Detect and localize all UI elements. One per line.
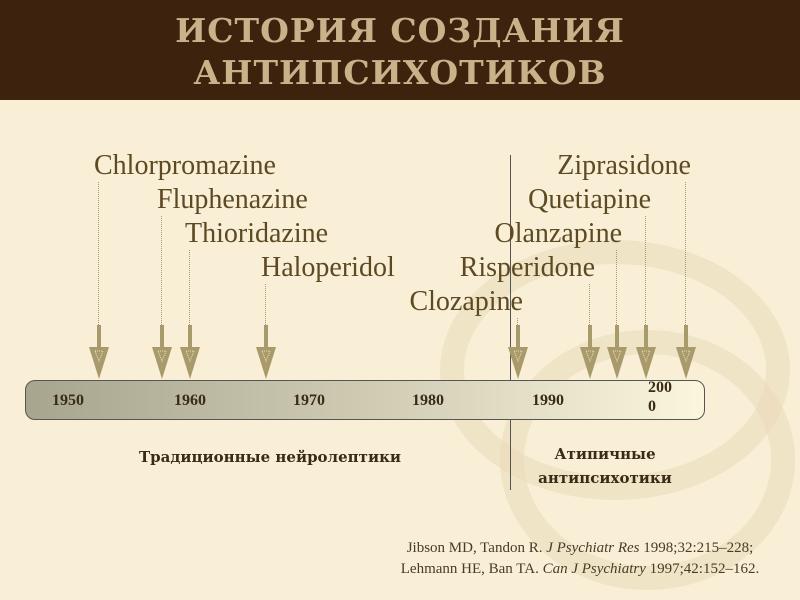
arrow-down-icon xyxy=(180,325,200,380)
year-label: 1990 xyxy=(532,392,564,409)
reference-2: Lehmann HE, Ban TA. Can J Psychiatry 199… xyxy=(400,561,760,577)
arrow-down-icon xyxy=(256,325,276,380)
leader-line xyxy=(161,216,162,325)
era-divider xyxy=(510,155,511,490)
drug-label: Ziprasidone xyxy=(557,150,691,181)
arrow-down-icon xyxy=(607,325,627,380)
arrow-down-icon xyxy=(676,325,696,380)
timeline-bar xyxy=(25,380,705,420)
references: Jibson MD, Tandon R. J Psychiatr Res 199… xyxy=(370,538,790,580)
year-label: 1960 xyxy=(174,392,206,409)
arrow-down-icon xyxy=(508,325,528,380)
drug-label: Olanzapine xyxy=(494,218,623,249)
drug-label: Haloperidol xyxy=(261,252,395,283)
year-label: 1970 xyxy=(293,392,325,409)
drug-label: Thioridazine xyxy=(185,218,329,249)
reference-1: Jibson MD, Tandon R. J Psychiatr Res 199… xyxy=(406,540,754,556)
drug-label: Chlorpromazine xyxy=(94,150,276,181)
arrow-down-icon xyxy=(152,325,172,380)
leader-line xyxy=(265,284,266,325)
drug-label: Risperidone xyxy=(459,252,595,283)
arrow-down-icon xyxy=(636,325,656,380)
arrow-down-icon xyxy=(89,325,109,380)
arrow-down-icon xyxy=(580,325,600,380)
slide-title: ИСТОРИЯ СОЗДАНИЯ АНТИПСИХОТИКОВ xyxy=(175,11,625,92)
drug-label: Quetiapine xyxy=(528,184,651,215)
leader-line xyxy=(98,182,99,325)
leader-line xyxy=(616,250,617,325)
drug-label: Clozapine xyxy=(409,286,523,317)
leader-line xyxy=(589,284,590,325)
leader-line xyxy=(517,318,518,325)
header-band xyxy=(0,0,800,100)
leader-line xyxy=(685,182,686,325)
leader-line xyxy=(189,250,190,325)
year-label: 2000 xyxy=(648,379,672,415)
drug-label: Fluphenazine xyxy=(157,184,308,215)
group-atypical: Атипичные антипсихотики xyxy=(538,445,672,487)
year-label: 1950 xyxy=(52,392,84,409)
leader-line xyxy=(645,216,646,325)
year-label: 1980 xyxy=(412,392,444,409)
group-traditional: Традиционные нейролептики xyxy=(138,448,402,466)
